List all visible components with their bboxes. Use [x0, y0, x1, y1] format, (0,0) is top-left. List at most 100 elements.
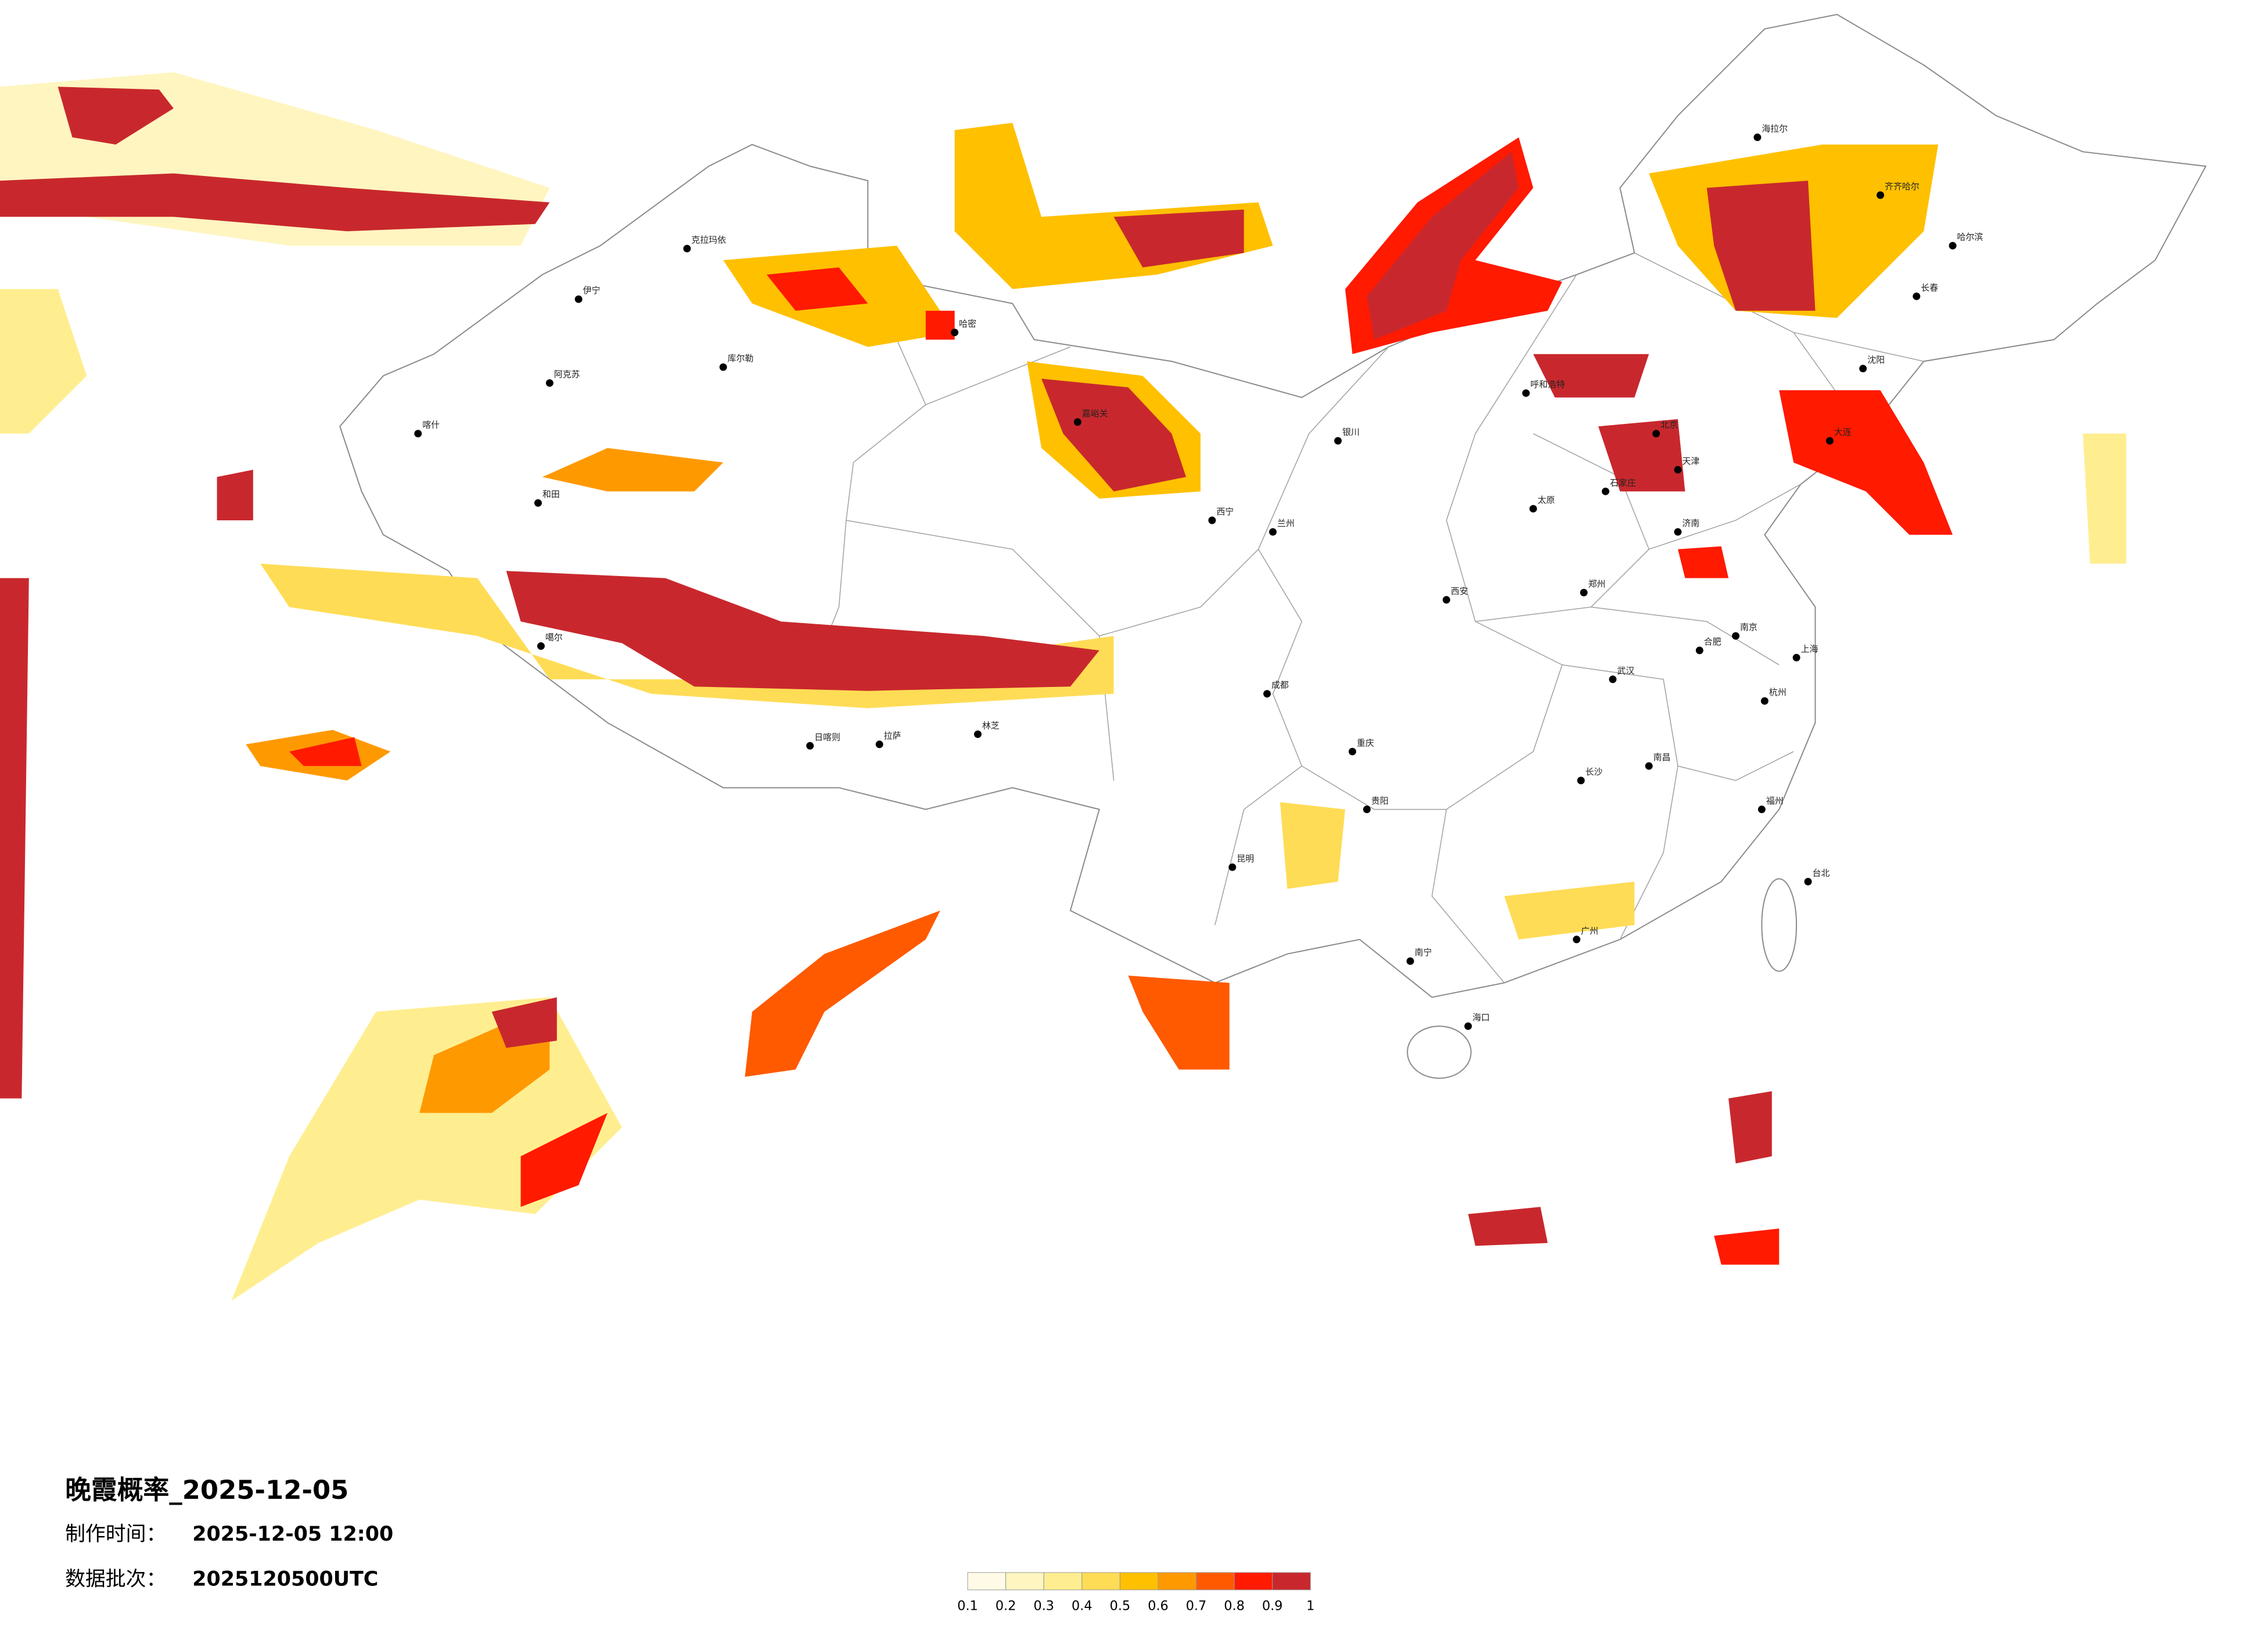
- city-dot: [1580, 588, 1588, 596]
- made-time-label: 制作时间：: [65, 1523, 166, 1546]
- city-label: 台北: [1813, 868, 1830, 878]
- city-dot: [875, 740, 883, 749]
- city-dot: [1529, 505, 1537, 513]
- probability-area: [954, 123, 1273, 289]
- colorbar-tick-label: 0.7: [1186, 1599, 1207, 1614]
- city-label: 南昌: [1654, 752, 1671, 762]
- probability-area: [1113, 209, 1244, 268]
- probability-area: [1533, 354, 1649, 398]
- city-dot: [719, 363, 727, 371]
- probability-area: [766, 267, 868, 311]
- probability-fields: [0, 72, 2126, 1301]
- city-label: 贵阳: [1371, 796, 1389, 806]
- colorbar-cell: [967, 1572, 1007, 1591]
- city-dot: [1334, 437, 1342, 445]
- batch-label: 数据批次：: [65, 1567, 166, 1591]
- city-label: 重庆: [1357, 738, 1374, 748]
- province-lines: [809, 252, 1924, 983]
- colorbar-tick-label: 0.2: [995, 1599, 1016, 1614]
- probability-area: [520, 1113, 608, 1207]
- city-dot: [534, 499, 542, 507]
- colorbar-cell: [1005, 1572, 1044, 1591]
- city-dot: [1674, 528, 1682, 536]
- city-label: 福州: [1766, 796, 1784, 806]
- city-dot: [1859, 365, 1867, 373]
- city-label: 北京: [1660, 420, 1678, 430]
- city-dot: [683, 244, 691, 253]
- city-dot: [1442, 596, 1450, 604]
- city-label: 大连: [1834, 427, 1852, 437]
- city-label: 石家庄: [1610, 477, 1636, 488]
- city-label: 天津: [1682, 456, 1699, 466]
- city-dot: [806, 742, 814, 750]
- city-dot: [1269, 528, 1277, 536]
- probability-area: [57, 87, 174, 145]
- city-label: 南京: [1740, 622, 1757, 632]
- batch-value: 2025120500UTC: [192, 1567, 378, 1591]
- probability-area: [1779, 390, 1953, 535]
- city-label: 喀什: [422, 420, 440, 430]
- taiwan: [1761, 878, 1798, 972]
- city-dot: [1073, 418, 1081, 426]
- city-label: 呼和浩特: [1530, 379, 1565, 390]
- probability-area: [1128, 976, 1230, 1070]
- probability-area: [1706, 181, 1816, 311]
- city-dot: [1753, 133, 1762, 141]
- probability-area: [289, 737, 362, 767]
- city-label: 西宁: [1216, 506, 1234, 517]
- city-dot: [1804, 877, 1812, 886]
- map-title: 晚霞概率_2025-12-05: [65, 1474, 348, 1505]
- city-label: 库尔勒: [728, 353, 754, 364]
- city-label: 西安: [1451, 586, 1468, 596]
- colorbar-tick-label: 0.8: [1224, 1599, 1245, 1614]
- city-label: 郑州: [1588, 578, 1605, 589]
- probability-area: [1367, 152, 1519, 340]
- city-dot: [1522, 389, 1530, 397]
- colorbar-tick-label: 0.9: [1262, 1599, 1283, 1614]
- city-dot: [545, 379, 553, 387]
- probability-area: [506, 571, 1099, 691]
- colorbar-cell: [1119, 1572, 1159, 1591]
- colorbar-cell: [1043, 1572, 1083, 1591]
- city-dot: [1760, 697, 1769, 705]
- probability-area: [491, 997, 557, 1048]
- city-label: 合肥: [1704, 636, 1721, 647]
- city-dot: [1732, 632, 1739, 640]
- city-dot: [1406, 957, 1414, 965]
- city-label: 沈阳: [1867, 355, 1885, 365]
- city-dot: [1825, 437, 1834, 445]
- probability-area: [542, 448, 724, 492]
- probability-area: [1677, 546, 1729, 578]
- probability-area: [0, 578, 29, 1099]
- city-label: 太原: [1537, 495, 1555, 505]
- colorbar-tick-label: 0.6: [1148, 1599, 1169, 1614]
- city-dot: [1877, 191, 1885, 199]
- made-time-value: 2025-12-05 12:00: [192, 1523, 393, 1546]
- city-dot: [537, 642, 545, 650]
- city-label: 海拉尔: [1762, 123, 1788, 134]
- city-dot: [1792, 653, 1800, 661]
- probability-area: [0, 289, 87, 434]
- colorbar: 0.1 0.2 0.3 0.4 0.5 0.6 0.7 0.8 0.9 1: [957, 1572, 1314, 1614]
- colorbar-cell: [1158, 1572, 1197, 1591]
- city-dot: [1573, 936, 1581, 944]
- city-label: 上海: [1801, 643, 1818, 654]
- probability-area: [925, 311, 955, 340]
- city-label: 伊宁: [583, 285, 601, 296]
- city-dot: [1208, 516, 1216, 524]
- probability-area: [217, 469, 253, 520]
- city-dot: [1263, 690, 1271, 698]
- city-dot: [1913, 292, 1921, 300]
- probability-area: [1728, 1091, 1772, 1164]
- probability-area: [745, 911, 940, 1077]
- city-label: 南宁: [1415, 947, 1432, 958]
- city-dot: [1601, 487, 1609, 495]
- city-dot: [1757, 805, 1766, 814]
- city-label: 噶尔: [545, 632, 563, 643]
- city-label: 兰州: [1277, 518, 1295, 528]
- city-dot: [1577, 776, 1585, 785]
- probability-area: [1468, 1207, 1548, 1246]
- probability-area: [1280, 802, 1346, 889]
